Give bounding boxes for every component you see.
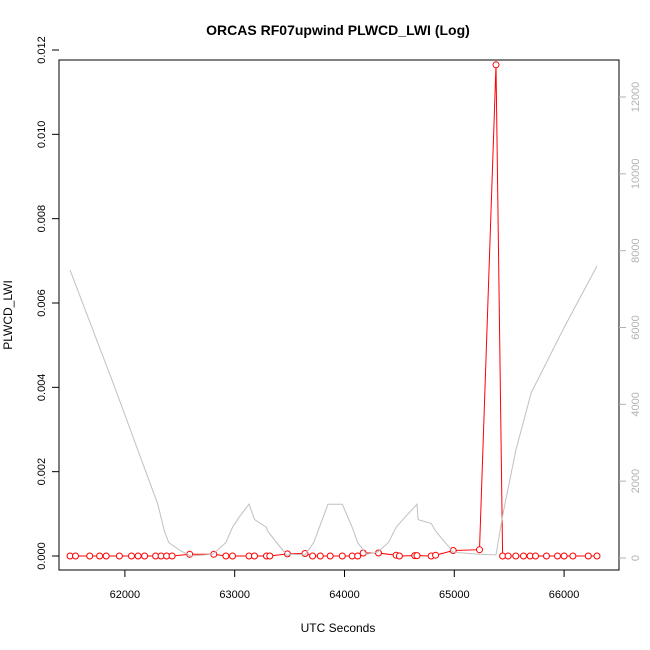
y2-tick-label: 12000	[630, 82, 642, 113]
y2-tick-label: 2000	[630, 469, 642, 493]
series-layer	[66, 61, 601, 560]
y-tick-label: 0.008	[36, 205, 48, 233]
y-tick-label: 0.006	[36, 289, 48, 317]
plwcd-data-point	[413, 552, 421, 560]
plwcd-data-point	[326, 552, 334, 560]
y2-tick-label: 10000	[630, 159, 642, 190]
plwcd-data-point	[554, 552, 561, 560]
plwcd-data-point	[354, 552, 362, 560]
x-tick-label: 63000	[219, 589, 250, 601]
x-tick-label: 65000	[439, 589, 470, 601]
plwcd-data-point	[309, 552, 317, 560]
plot-frame	[58, 59, 620, 571]
plwcd-data-point	[141, 552, 149, 560]
plwcd-data-point	[543, 552, 550, 560]
plwcd-data-point	[266, 552, 274, 560]
plwcd-data-point	[569, 552, 577, 560]
x-tick-label: 64000	[329, 589, 360, 601]
x-tick-label: 66000	[549, 589, 580, 601]
y2-tick-label: 8000	[630, 238, 642, 262]
chart-title: ORCAS RF07upwind PLWCD_LWI (Log)	[206, 22, 470, 38]
y2-tick-label: 0	[630, 555, 642, 561]
x-axis-label: UTC Seconds	[301, 621, 376, 635]
plwcd-data-point	[222, 552, 230, 560]
plwcd-data-point	[492, 61, 500, 69]
x-axis: 62000 63000 64000 65000 66000	[110, 570, 580, 601]
plwcd-data-point	[96, 552, 104, 560]
plwcd-data-point	[432, 551, 440, 559]
y-axis: 0.000 0.002 0.004 0.006 0.008 0.010 0.012	[36, 36, 59, 570]
y-axis-label: PLWCD_LWI	[1, 280, 15, 350]
y-tick-label: 0.010	[36, 121, 48, 149]
plwcd-data-point	[520, 552, 527, 560]
plwcd-data-point	[532, 552, 539, 560]
plwcd-data-point	[338, 552, 346, 560]
y-tick-label: 0.000	[36, 542, 48, 570]
y-tick-label: 0.004	[36, 374, 48, 402]
plwcd-data-point	[251, 552, 258, 560]
plwcd-data-point	[395, 552, 403, 560]
y2-tick-label: 4000	[630, 392, 642, 416]
y2-tick-label: 6000	[630, 315, 642, 339]
plwcd-data-point	[115, 552, 123, 560]
plwcd-data-point	[86, 552, 94, 560]
plwcd-data-point	[128, 552, 135, 560]
plwcd-data-point	[229, 552, 236, 560]
plwcd-series-line	[70, 64, 597, 557]
plwcd-data-point	[134, 552, 142, 560]
x-tick-label: 62000	[110, 589, 141, 601]
plwcd-data-point	[560, 552, 568, 560]
plwcd-data-point	[476, 546, 483, 554]
right-axis-series-line	[69, 265, 598, 557]
plwcd-data-point	[316, 552, 324, 560]
plwcd-data-point	[168, 552, 176, 560]
plwcd-data-point	[512, 552, 520, 560]
plwcd-data-point	[504, 552, 512, 560]
y-tick-label: 0.002	[36, 458, 48, 486]
y-tick-label: 0.012	[36, 36, 48, 64]
plwcd-data-point	[593, 552, 601, 560]
plwcd-data-point	[72, 552, 79, 560]
plwcd-data-point	[584, 552, 592, 560]
right-y-axis: 0 2000 4000 6000 8000 10000 12000	[619, 82, 642, 561]
plwcd-data-point	[102, 552, 110, 560]
